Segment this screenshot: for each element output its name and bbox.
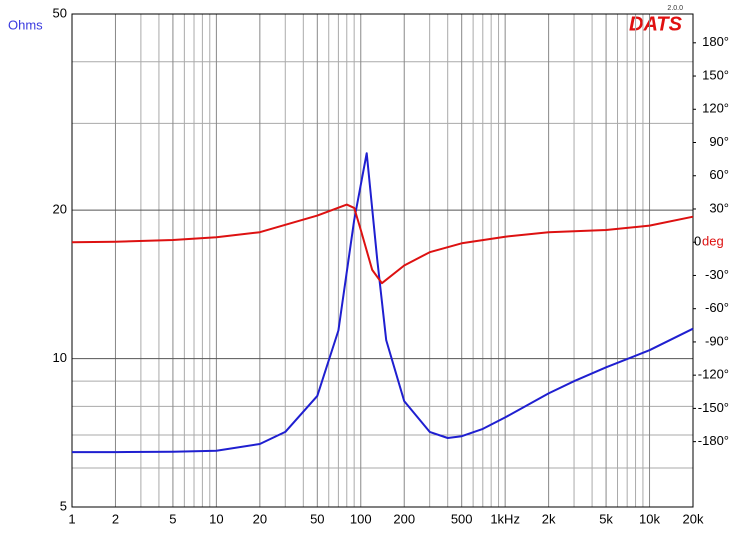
y2-tick-label: 0 xyxy=(694,234,701,249)
version: 2.0.0 xyxy=(667,5,683,12)
y2-tick-label: 90° xyxy=(709,134,729,149)
y-axis-label: Ohms xyxy=(8,17,43,32)
y2-axis-label: deg xyxy=(702,234,724,249)
x-tick-label: 50 xyxy=(310,511,324,526)
y2-tick-label: 150° xyxy=(702,67,729,82)
series-line xyxy=(71,203,694,285)
x-tick-label: 2k xyxy=(542,511,556,526)
y-tick-label: 50 xyxy=(53,5,67,20)
x-tick-label: 10k xyxy=(639,511,660,526)
brand: DATS xyxy=(629,13,683,35)
y2-tick-label: 120° xyxy=(702,101,729,116)
x-tick-label: 1 xyxy=(68,511,75,526)
y2-tick-label: -180° xyxy=(698,433,729,448)
y2-tick-label: 30° xyxy=(709,200,729,215)
y2-tick-label: -120° xyxy=(698,367,729,382)
x-tick-label: 20 xyxy=(253,511,267,526)
x-tick-label: 20k xyxy=(683,511,704,526)
x-tick-label: 100 xyxy=(350,511,372,526)
x-tick-label: 1kHz xyxy=(490,511,520,526)
series-line xyxy=(72,152,694,454)
plot-frame xyxy=(71,13,694,508)
y-tick-label: 20 xyxy=(53,202,67,217)
y2-tick-label: 180° xyxy=(702,34,729,49)
x-tick-label: 10 xyxy=(209,511,223,526)
x-tick-label: 5 xyxy=(169,511,176,526)
y2-tick-label: -150° xyxy=(698,400,729,415)
y2-tick-label: -90° xyxy=(705,333,729,348)
x-tick-label: 500 xyxy=(451,511,473,526)
y-tick-label: 10 xyxy=(53,350,67,365)
y2-tick-label: -30° xyxy=(705,267,729,282)
x-tick-label: 5k xyxy=(599,511,613,526)
x-tick-label: 200 xyxy=(393,511,415,526)
y2-tick-label: -60° xyxy=(705,300,729,315)
y2-tick-label: 60° xyxy=(709,167,729,182)
x-tick-label: 2 xyxy=(112,511,119,526)
y-tick-label: 5 xyxy=(60,498,67,513)
